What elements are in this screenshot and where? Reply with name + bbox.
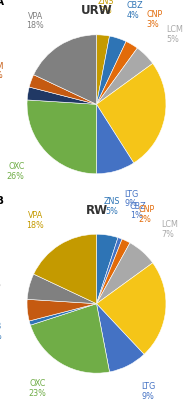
Wedge shape <box>29 304 96 325</box>
Text: B: B <box>0 196 4 206</box>
Text: OXC
26%: OXC 26% <box>7 162 25 181</box>
Wedge shape <box>96 304 144 372</box>
Text: CNP
3%: CNP 3% <box>147 10 163 29</box>
Wedge shape <box>27 274 96 304</box>
Text: ZNS
5%: ZNS 5% <box>104 197 120 216</box>
Wedge shape <box>27 299 96 321</box>
Wedge shape <box>96 238 122 304</box>
Text: CBZ
1%: CBZ 1% <box>130 202 146 220</box>
Wedge shape <box>29 75 96 104</box>
Wedge shape <box>96 64 166 163</box>
Wedge shape <box>96 239 130 304</box>
Text: VPA
18%: VPA 18% <box>26 12 44 30</box>
Wedge shape <box>27 87 96 104</box>
Wedge shape <box>96 104 134 174</box>
Text: CBZ
4%: CBZ 4% <box>127 1 144 20</box>
Wedge shape <box>27 100 96 174</box>
Text: OXC
23%: OXC 23% <box>28 379 46 398</box>
Wedge shape <box>34 35 96 104</box>
Text: ZNS
3%: ZNS 3% <box>97 0 114 16</box>
Wedge shape <box>96 42 137 104</box>
Wedge shape <box>96 48 153 104</box>
Text: CNP
2%: CNP 2% <box>139 205 155 224</box>
Text: PB
1%: PB 1% <box>0 322 2 340</box>
Text: A: A <box>0 0 4 7</box>
Wedge shape <box>96 263 166 354</box>
Wedge shape <box>96 243 153 304</box>
Title: URW: URW <box>81 4 112 18</box>
Text: TPM
6%: TPM 6% <box>0 270 1 288</box>
Text: TPM
3%: TPM 3% <box>0 62 4 80</box>
Wedge shape <box>30 304 109 373</box>
Wedge shape <box>34 234 96 304</box>
Text: LCM
5%: LCM 5% <box>166 25 183 44</box>
Text: LTG
9%: LTG 9% <box>124 190 138 208</box>
Wedge shape <box>96 35 109 104</box>
Wedge shape <box>96 234 118 304</box>
Text: LCM
7%: LCM 7% <box>162 220 179 239</box>
Text: VPA
18%: VPA 18% <box>26 211 44 230</box>
Title: RW: RW <box>85 204 108 217</box>
Text: LTG
9%: LTG 9% <box>141 382 156 400</box>
Wedge shape <box>96 36 126 104</box>
